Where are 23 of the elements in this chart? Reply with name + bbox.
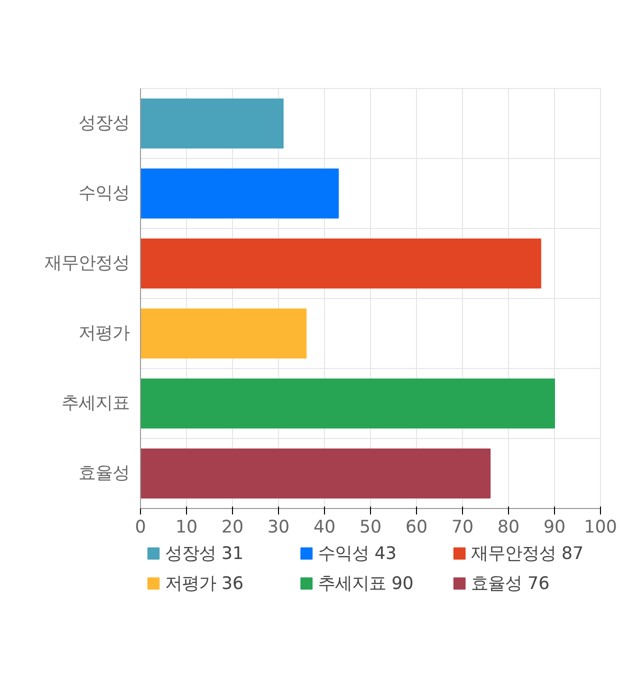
y-tick-label: 효율성	[78, 464, 130, 484]
x-tick-label: 90	[543, 518, 566, 538]
legend-label: 재무안정성 87	[471, 543, 585, 565]
x-tick-label: 50	[359, 518, 382, 538]
legend-label: 수익성 43	[318, 543, 398, 565]
x-tick-label: 10	[175, 518, 198, 538]
legend-label: 추세지표 90	[318, 573, 415, 595]
x-tick-label: 20	[221, 518, 244, 538]
y-tick-label: 성장성	[78, 114, 130, 134]
x-tick-label: 40	[313, 518, 336, 538]
x-tick-label: 0	[134, 518, 146, 538]
legend-label: 저평가 36	[165, 573, 245, 595]
y-tick-label: 수익성	[78, 184, 130, 204]
x-tick-label: 80	[497, 518, 520, 538]
y-tick-label: 재무안정성	[44, 254, 130, 274]
x-tick-label: 70	[451, 518, 474, 538]
x-tick-label: 100	[584, 518, 618, 538]
x-tick-label: 60	[405, 518, 428, 538]
x-tick-label: 30	[267, 518, 290, 538]
y-tick-label: 저평가	[78, 324, 130, 344]
y-tick-label: 추세지표	[62, 394, 130, 414]
legend-label: 효율성 76	[471, 573, 551, 595]
legend-label: 성장성 31	[165, 543, 245, 565]
